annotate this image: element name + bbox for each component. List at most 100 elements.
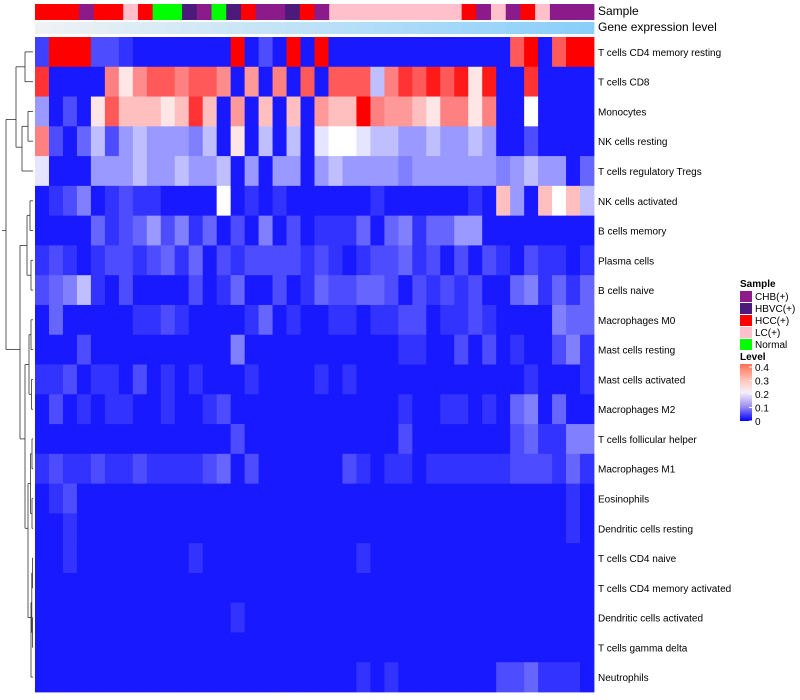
heatmap-cell bbox=[552, 513, 567, 544]
heatmap-cell bbox=[566, 543, 581, 574]
heatmap-cell bbox=[132, 66, 148, 97]
heatmap-cell bbox=[454, 245, 469, 276]
heatmap-cell bbox=[35, 364, 50, 395]
heatmap-cell bbox=[202, 275, 218, 306]
heatmap-cell bbox=[216, 513, 232, 544]
heatmap-cell bbox=[496, 185, 511, 217]
sample-annotation-cell bbox=[535, 4, 551, 20]
heatmap-cell bbox=[496, 96, 511, 127]
sample-annotation-cell bbox=[152, 4, 168, 20]
heatmap-cell bbox=[510, 185, 525, 217]
heatmap-cell bbox=[510, 334, 525, 365]
heatmap-cell bbox=[426, 364, 441, 395]
heatmap-cell bbox=[426, 543, 441, 574]
heatmap-cell bbox=[76, 424, 92, 455]
heatmap-cell bbox=[48, 543, 64, 574]
heatmap-cell bbox=[496, 364, 511, 395]
heatmap-cell bbox=[328, 275, 343, 306]
heatmap-cell bbox=[440, 453, 455, 484]
heatmap-cell bbox=[496, 66, 511, 97]
heatmap-cell bbox=[426, 275, 441, 306]
heatmap-cell bbox=[566, 96, 581, 127]
heatmap-cell bbox=[35, 37, 50, 68]
heatmap-cell bbox=[482, 364, 497, 395]
heatmap-cell bbox=[468, 185, 483, 217]
heatmap-cell bbox=[454, 632, 469, 663]
heatmap-cell bbox=[188, 156, 204, 187]
heatmap-cell bbox=[76, 215, 92, 246]
heatmap-cell bbox=[216, 334, 232, 365]
heatmap-cell bbox=[104, 304, 120, 336]
heatmap-cell bbox=[244, 275, 260, 306]
heatmap-cell bbox=[524, 424, 539, 455]
heatmap-cell bbox=[160, 245, 176, 276]
heatmap-cell bbox=[272, 453, 287, 484]
heatmap-cell bbox=[90, 572, 106, 604]
heatmap-cell bbox=[468, 483, 483, 514]
heatmap-cell bbox=[524, 304, 539, 336]
heatmap-cell bbox=[244, 602, 260, 633]
heatmap-cell bbox=[76, 572, 92, 604]
heatmap-cell bbox=[510, 96, 525, 127]
heatmap-cell bbox=[510, 453, 525, 484]
expression-annotation-cell bbox=[549, 22, 565, 34]
heatmap-cell bbox=[580, 424, 595, 455]
heatmap-cell bbox=[48, 304, 64, 336]
heatmap-cell bbox=[342, 37, 357, 68]
heatmap-cell bbox=[468, 602, 483, 633]
heatmap-cell bbox=[482, 275, 497, 306]
heatmap-cell bbox=[426, 66, 441, 97]
sample-annotation-cell bbox=[358, 4, 374, 20]
heatmap-cell bbox=[132, 632, 148, 663]
heatmap-cell bbox=[566, 394, 581, 425]
heatmap-cell bbox=[202, 513, 218, 544]
heatmap-cell bbox=[314, 662, 329, 693]
heatmap-cell bbox=[286, 156, 301, 187]
heatmap-cell bbox=[146, 572, 162, 604]
track-label-sample: Sample bbox=[598, 4, 639, 18]
heatmap-cell bbox=[538, 513, 553, 544]
heatmap-cell bbox=[48, 453, 64, 484]
heatmap-cell bbox=[132, 602, 148, 633]
heatmap-cell bbox=[342, 334, 357, 365]
heatmap-cell bbox=[552, 394, 567, 425]
heatmap-cell bbox=[496, 37, 511, 68]
legend-level-label: 0.2 bbox=[755, 390, 769, 401]
heatmap-cell bbox=[146, 334, 162, 365]
heatmap-cell bbox=[398, 66, 413, 97]
heatmap-cell bbox=[48, 275, 64, 306]
heatmap-cell bbox=[300, 364, 315, 395]
heatmap-cell bbox=[272, 543, 287, 574]
heatmap-cell bbox=[35, 632, 50, 663]
heatmap-cell bbox=[216, 364, 232, 395]
heatmap-cell bbox=[538, 602, 553, 633]
expression-annotation-cell bbox=[123, 22, 139, 34]
heatmap-cell bbox=[426, 602, 441, 633]
heatmap-cell bbox=[35, 572, 50, 604]
heatmap-cell bbox=[342, 662, 357, 693]
heatmap-cell bbox=[398, 543, 413, 574]
heatmap-cell bbox=[524, 215, 539, 246]
heatmap-cell bbox=[356, 602, 371, 633]
heatmap-cell bbox=[62, 96, 78, 127]
heatmap-cell bbox=[272, 245, 287, 276]
legend-sample-label: LC(+) bbox=[755, 328, 780, 339]
heatmap-cell bbox=[104, 572, 120, 604]
heatmap-cell bbox=[440, 126, 455, 157]
heatmap-cell bbox=[244, 304, 260, 336]
heatmap-cell bbox=[482, 245, 497, 276]
legend-level-label: 0.1 bbox=[755, 404, 769, 415]
heatmap-cell bbox=[160, 483, 176, 514]
heatmap-cell bbox=[244, 66, 260, 97]
heatmap-cell bbox=[286, 334, 301, 365]
heatmap-cell bbox=[440, 66, 455, 97]
heatmap-cell bbox=[524, 185, 539, 217]
expression-annotation-cell bbox=[137, 22, 154, 34]
heatmap-cell bbox=[230, 215, 246, 246]
sample-annotation-cell bbox=[255, 4, 271, 20]
heatmap-cell bbox=[132, 275, 148, 306]
heatmap-cell bbox=[160, 185, 176, 217]
heatmap-cell bbox=[118, 424, 134, 455]
heatmap-cell bbox=[412, 334, 427, 365]
heatmap-cell bbox=[76, 245, 92, 276]
